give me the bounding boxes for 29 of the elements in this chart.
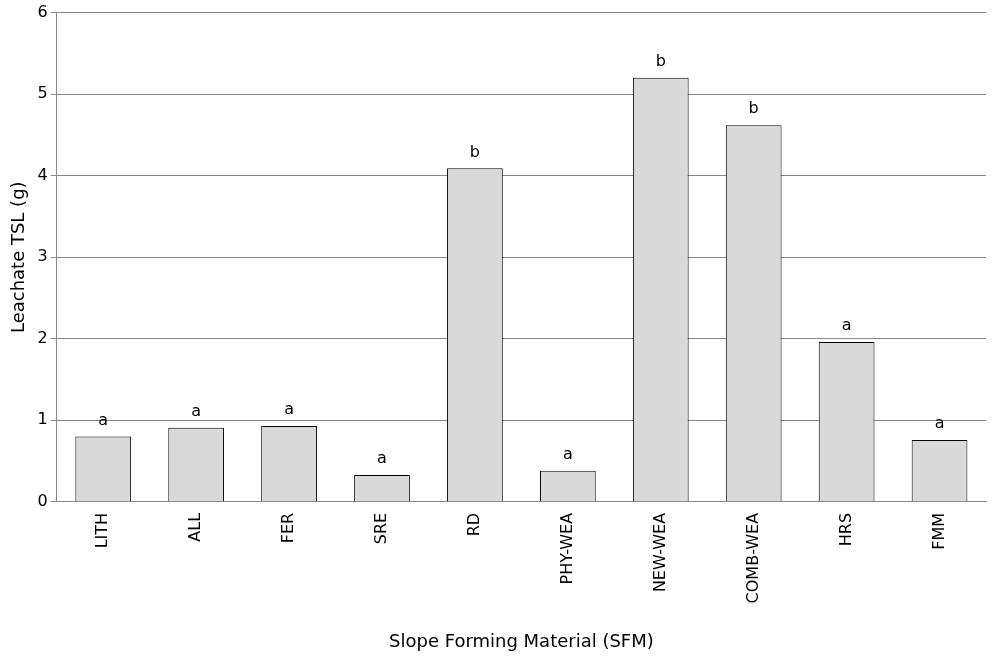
x-axis-title: Slope Forming Material (SFM) <box>389 629 654 651</box>
annotation: a <box>562 444 573 464</box>
annotation: b <box>748 98 759 118</box>
x-tick-label: FER <box>278 512 298 544</box>
x-tick-label: FMM <box>928 512 948 550</box>
y-tick-label: 3 <box>37 246 48 266</box>
y-tick-label: 0 <box>37 491 48 511</box>
annotation: a <box>98 409 109 429</box>
x-tick-label: LITH <box>92 512 112 549</box>
annotation: a <box>284 399 294 419</box>
y-axis-title: Leachate TSL (g) <box>7 181 29 334</box>
x-tick-label: COMB-WEA <box>742 512 762 604</box>
annotation: a <box>191 400 202 420</box>
y-tick-label: 4 <box>37 164 48 184</box>
y-tick-label: 5 <box>37 83 48 103</box>
x-tick-label: ALL <box>185 512 205 542</box>
y-tick-label: 1 <box>37 409 48 429</box>
x-tick-label: SRE <box>371 512 391 545</box>
annotation: a <box>934 413 945 433</box>
y-tick-label: 6 <box>37 1 48 21</box>
x-tick-label: HRS <box>835 512 855 547</box>
x-tick-label: NEW-WEA <box>649 512 669 593</box>
y-tick-label: 2 <box>37 327 48 347</box>
annotation: b <box>655 50 666 70</box>
annotation: a <box>377 448 387 468</box>
x-tick-label: PHY-WEA <box>557 512 577 585</box>
x-tick-label: RD <box>464 512 484 537</box>
annotation: a <box>841 315 852 335</box>
annotation: b <box>469 141 481 161</box>
